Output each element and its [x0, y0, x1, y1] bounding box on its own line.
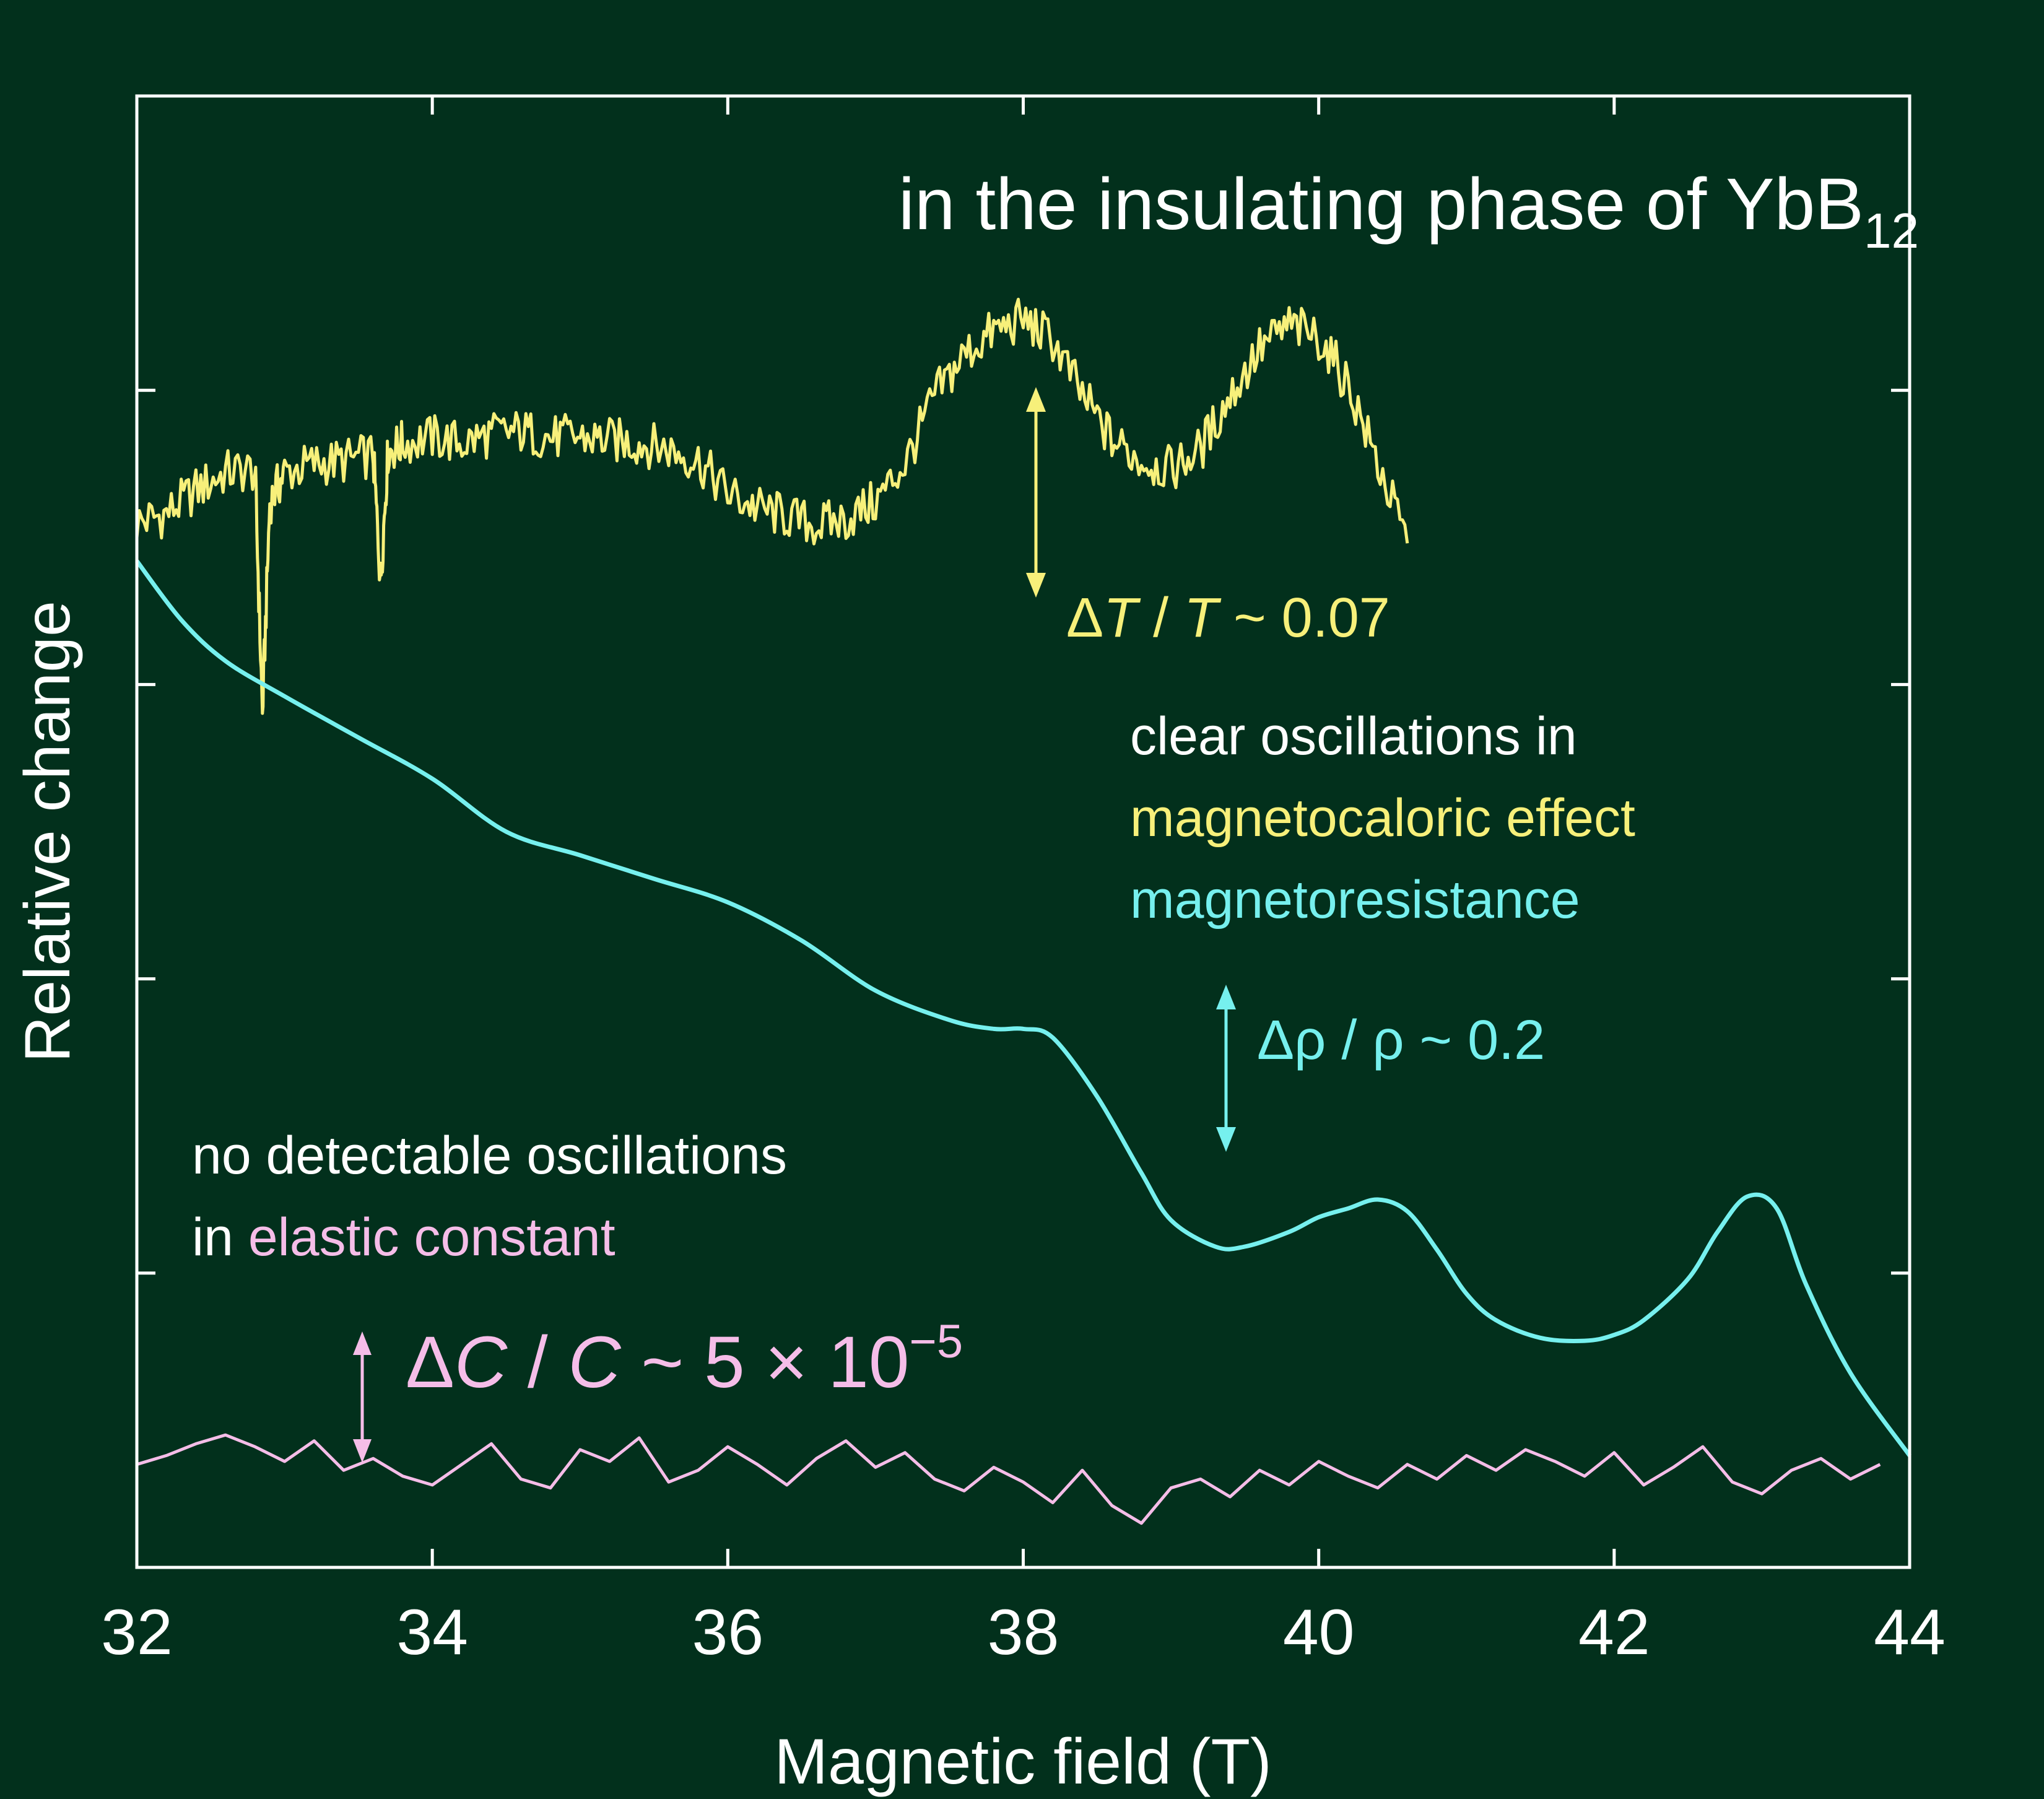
- y-axis-title: Relative change: [12, 601, 84, 1063]
- x-tick-label-42: 42: [1578, 1596, 1650, 1668]
- x-tick-label-36: 36: [692, 1596, 763, 1668]
- delta-t-arrow: [1026, 387, 1046, 598]
- series-line-magnetocaloric-effect: [135, 297, 1409, 715]
- no-oscillations-line1: no detectable oscillations: [192, 1126, 787, 1185]
- x-axis-title: Magnetic field (T): [774, 1726, 1271, 1798]
- series-line-magnetoresistance: [135, 559, 1911, 1457]
- chart-title-main: in the insulating phase of YbB: [898, 163, 1864, 245]
- delta-c-arrow: [353, 1331, 372, 1463]
- x-tick-label-32: 32: [101, 1596, 173, 1668]
- chart-title: in the insulating phase of YbB: [898, 163, 1864, 245]
- magnetoresistance-label: magnetoresistance: [1130, 870, 1580, 930]
- x-tick-label-40: 40: [1283, 1596, 1355, 1668]
- ticks: [135, 96, 1911, 1567]
- clear-oscillations-line1: clear oscillations in: [1130, 707, 1577, 766]
- no-oscillations-line2: in elastic constant: [192, 1208, 615, 1267]
- delta-rho-label: Δρ / ρ ~ 0.2: [1257, 1009, 1545, 1071]
- x-tick-labels: 32 34 36 38 40 42 44: [101, 1596, 1946, 1668]
- series-line-elastic-constant: [136, 1433, 1881, 1525]
- delta-t-label: ΔT / T ~ 0.07: [1066, 587, 1390, 649]
- plot-frame: [135, 94, 1911, 1569]
- delta-rho-arrow: [1216, 985, 1236, 1152]
- x-tick-label-34: 34: [396, 1596, 468, 1668]
- delta-c-label: ΔC / C ~ 5 × 10−5: [406, 1315, 963, 1403]
- x-tick-label-44: 44: [1874, 1596, 1946, 1668]
- plot-lines: [135, 297, 1911, 1525]
- x-tick-label-38: 38: [988, 1596, 1059, 1668]
- magnetocaloric-label: magnetocaloric effect: [1130, 788, 1635, 848]
- chart-title-subscript: 12: [1864, 203, 1919, 258]
